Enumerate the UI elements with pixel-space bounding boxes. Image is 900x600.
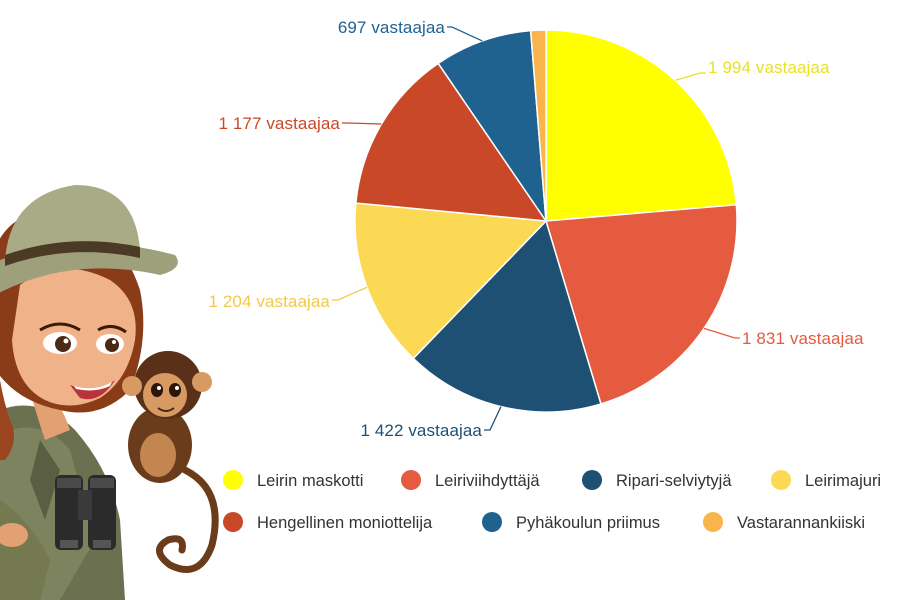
legend-label-ripari-selviytyj: Ripari-selviytyjä xyxy=(616,472,732,490)
legend-marker-leirimajuri xyxy=(771,470,791,490)
data-label-hengellinen-moniottelija: 1 177 vastaajaa xyxy=(218,114,340,133)
legend-marker-vastarannankiiski xyxy=(703,512,723,532)
data-label-leirin-maskotti: 1 994 vastaajaa xyxy=(708,58,830,77)
legend-item-hengellinen-moniottelija[interactable]: Hengellinen moniottelija xyxy=(223,512,433,532)
pie-slice-leiriviihdytt-j[interactable] xyxy=(545,203,738,405)
pie-slices xyxy=(354,29,738,413)
legend-item-leiriviihdytt-j[interactable]: Leiriviihdyttäjä xyxy=(401,470,540,490)
callout-leader-leirimajuri xyxy=(332,286,368,301)
callout-leader-pyh-koulun-priimus xyxy=(447,26,483,42)
callout-leader-leiriviihdytt-j xyxy=(703,327,740,339)
callout-labels: 1 994 vastaajaa 1 831 vastaajaa 1 422 vast… xyxy=(208,18,864,440)
data-label-pyh-koulun-priimus: 697 vastaajaa xyxy=(338,18,446,37)
pie-slice-vastarannankiiski[interactable] xyxy=(529,29,547,222)
legend: Leirin maskotti Leiriviihdyttäjä Ripari-se… xyxy=(223,470,881,532)
legend-item-vastarannankiiski[interactable]: Vastarannankiiski xyxy=(703,512,865,532)
callout-leader-leirin-maskotti xyxy=(675,72,706,81)
legend-marker-leirin-maskotti xyxy=(223,470,243,490)
legend-label-leiriviihdytt-j: Leiriviihdyttäjä xyxy=(435,472,540,490)
pie-slice-leirimajuri[interactable] xyxy=(354,202,548,360)
pie-slice-leirin-maskotti[interactable] xyxy=(545,29,738,222)
legend-item-leirimajuri[interactable]: Leirimajuri xyxy=(771,470,881,490)
callout-leader-hengellinen-moniottelija xyxy=(342,122,382,125)
legend-item-ripari-selviytyj[interactable]: Ripari-selviytyjä xyxy=(582,470,732,490)
legend-marker-pyh-koulun-priimus xyxy=(482,512,502,532)
callout-leader-ripari-selviytyj xyxy=(484,406,502,431)
legend-label-vastarannankiiski: Vastarannankiiski xyxy=(737,514,865,532)
legend-label-leirin-maskotti: Leirin maskotti xyxy=(257,472,363,490)
legend-marker-leiriviihdytt-j xyxy=(401,470,421,490)
legend-label-pyh-koulun-priimus: Pyhäkoulun priimus xyxy=(516,514,660,532)
legend-marker-ripari-selviytyj xyxy=(582,470,602,490)
legend-item-pyh-koulun-priimus[interactable]: Pyhäkoulun priimus xyxy=(482,512,660,532)
callout-leaders xyxy=(332,26,740,431)
legend-label-leirimajuri: Leirimajuri xyxy=(805,472,881,490)
data-label-leiriviihdytt-j: 1 831 vastaajaa xyxy=(742,329,864,348)
legend-label-hengellinen-moniottelija: Hengellinen moniottelija xyxy=(257,514,433,532)
data-label-ripari-selviytyj: 1 422 vastaajaa xyxy=(360,421,482,440)
explorer-girl-illustration xyxy=(0,185,219,600)
pie-slice-hengellinen-moniottelija[interactable] xyxy=(355,62,548,222)
legend-item-leirin-maskotti[interactable]: Leirin maskotti xyxy=(223,470,363,490)
pie-slice-pyh-koulun-priimus[interactable] xyxy=(437,29,547,224)
data-label-leirimajuri: 1 204 vastaajaa xyxy=(208,292,330,311)
legend-marker-hengellinen-moniottelija xyxy=(223,512,243,532)
